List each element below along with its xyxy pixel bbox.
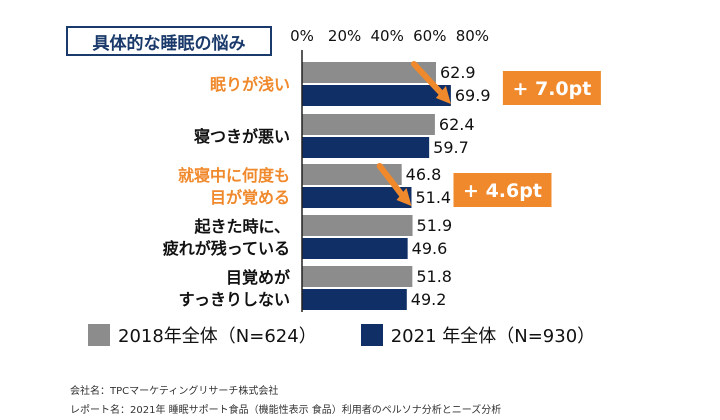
chart-title: 具体的な睡眠の悩み [66, 26, 272, 56]
bar-2018 [302, 62, 436, 83]
annotation-badge-text: + 4.6pt [463, 180, 542, 202]
bar-2021 [302, 238, 408, 259]
category-label: 眠りが浅い [210, 75, 290, 94]
value-label: 62.9 [440, 63, 476, 82]
annotation-badge-text: + 7.0pt [512, 78, 591, 100]
annotation-arrow-head [396, 188, 412, 206]
value-label: 51.4 [415, 188, 451, 207]
annotation-arrow-shaft [376, 163, 407, 200]
bar-2021 [302, 85, 451, 106]
bar-2021 [302, 137, 430, 158]
x-tick-label: 20% [328, 27, 361, 45]
value-label: 69.9 [455, 86, 491, 105]
footer-company: 会社名：TPCマーケティングリサーチ株式会社 [70, 386, 279, 397]
annotation-arrow-head [435, 86, 451, 104]
category-label: 寝つきが悪い [194, 127, 290, 146]
value-label: 49.2 [411, 290, 447, 309]
legend-swatch-2021 [360, 324, 383, 346]
category-label: 疲れが残っている [163, 239, 290, 258]
category-label: 目覚めが [226, 268, 290, 287]
category-label: すっきりしない [179, 290, 290, 309]
value-label: 51.8 [416, 267, 452, 286]
value-label: 59.7 [433, 138, 469, 157]
legend-item-2018: 2018年全体（N=624） [88, 322, 317, 348]
annotation-arrow-shaft [410, 61, 446, 98]
category-label: 起きた時に、 [193, 217, 290, 236]
x-tick-label: 0% [290, 27, 314, 45]
bar-2021 [302, 289, 407, 310]
bar-2021 [302, 187, 412, 208]
legend-label-2018: 2018年全体（N=624） [118, 326, 317, 347]
legend-swatch-2018 [88, 324, 110, 346]
category-label: 目が覚める [210, 188, 290, 207]
x-tick-label: 60% [413, 27, 446, 45]
value-label: 51.9 [417, 216, 453, 235]
bar-2018 [302, 215, 413, 236]
legend-item-2021: 2021 年全体（N=930） [360, 322, 596, 348]
value-label: 46.8 [406, 165, 442, 184]
legend: 2018年全体（N=624） 2021 年全体（N=930） [88, 322, 595, 348]
value-label: 49.6 [412, 239, 448, 258]
value-label: 62.4 [439, 115, 475, 134]
annotation-badge [502, 71, 601, 105]
annotation-badge [453, 173, 552, 207]
footer-report: レポート名：2021年 睡眠サポート食品（機能性表示 食品）利用者のペルソナ分析… [70, 405, 502, 416]
x-tick-label: 80% [456, 27, 489, 45]
bar-2018 [302, 114, 435, 135]
legend-label-2021: 2021 年全体（N=930） [390, 326, 596, 347]
category-label: 就寝中に何度も [178, 166, 290, 185]
x-tick-label: 40% [371, 27, 404, 45]
bar-2018 [302, 164, 402, 185]
bar-2018 [302, 266, 413, 287]
